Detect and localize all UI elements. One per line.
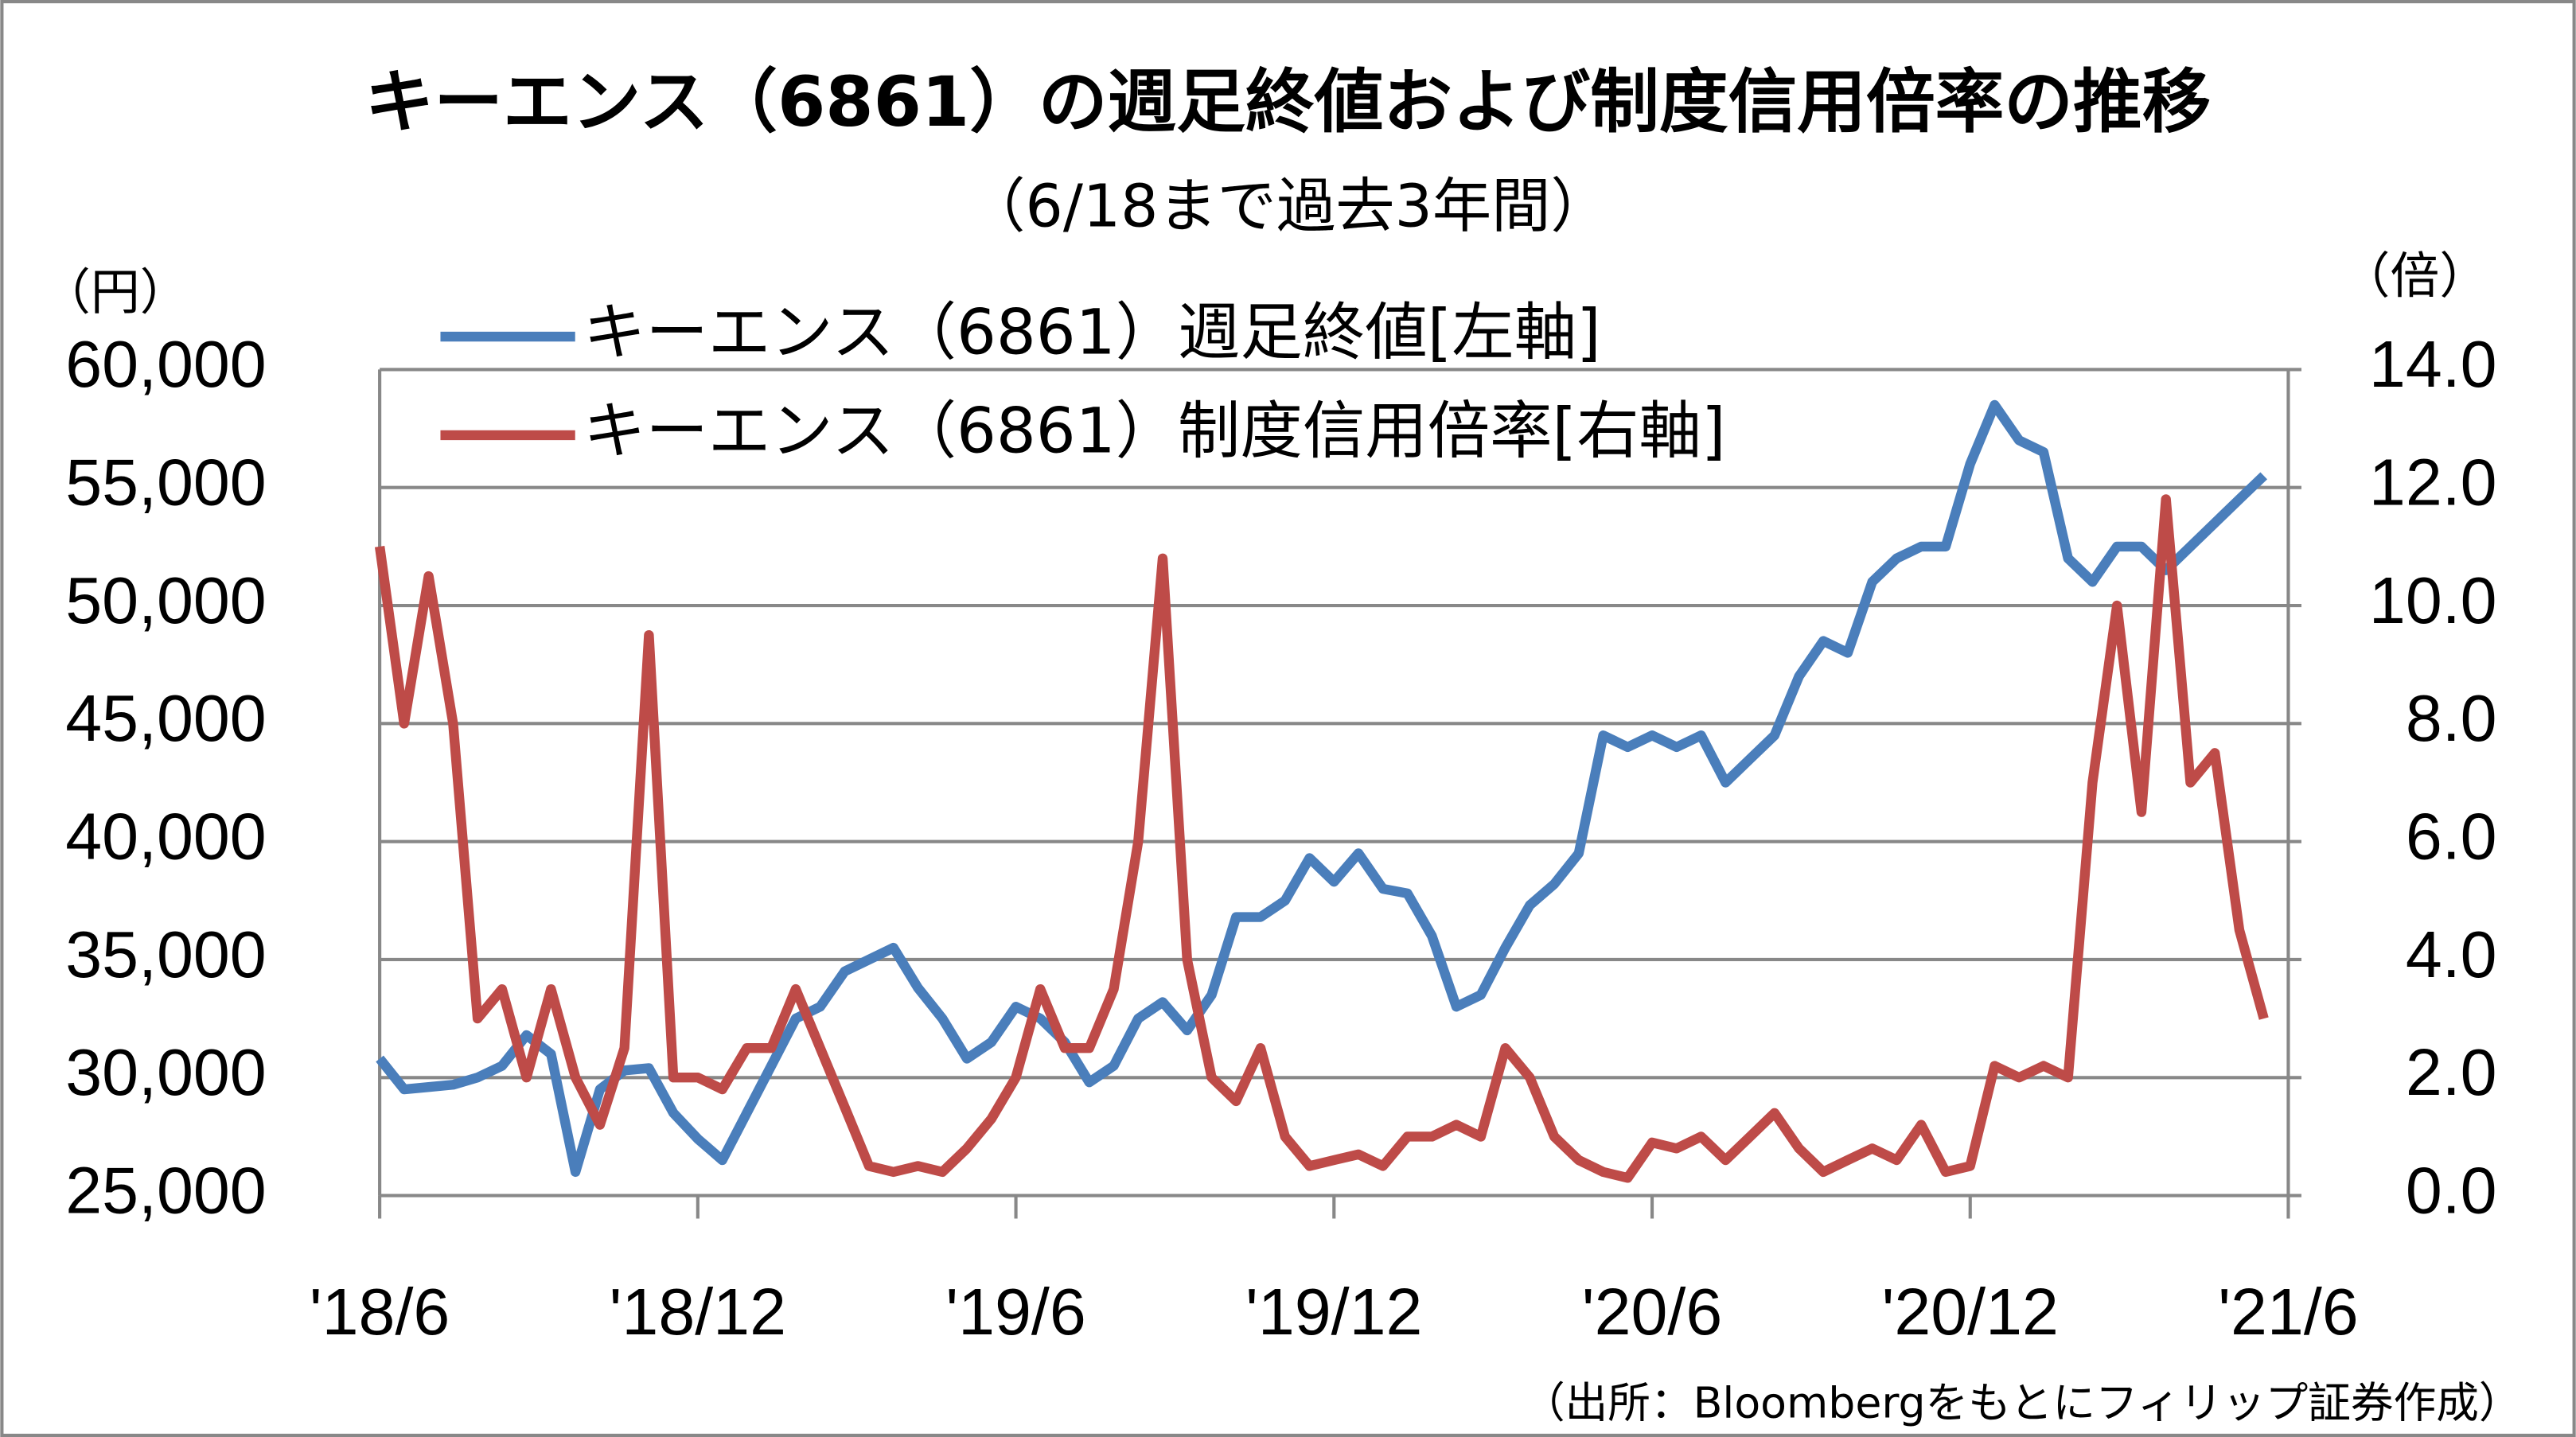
y-tick-label: 45,000 — [65, 682, 266, 755]
x-tick-label: '20/6 — [1582, 1275, 1722, 1349]
series-line — [376, 399, 2268, 1178]
y2-tick-label: 6.0 — [2406, 800, 2497, 873]
y-tick-label: 60,000 — [65, 328, 266, 401]
y2-tick-label: 8.0 — [2406, 682, 2497, 755]
x-tick-label: '19/6 — [945, 1275, 1085, 1349]
chart-subtitle: （6/18まで過去3年間） — [966, 172, 1610, 241]
y-axis-label: （円） — [41, 264, 189, 321]
source-note: （出所：Bloombergをもとにフィリップ証券作成） — [1522, 1377, 2522, 1427]
y2-tick-label: 14.0 — [2369, 328, 2497, 401]
y-tick-label: 40,000 — [65, 800, 266, 873]
y-tick-label: 25,000 — [65, 1154, 266, 1227]
y2-tick-label: 2.0 — [2406, 1036, 2497, 1109]
y-tick-label: 35,000 — [65, 918, 266, 991]
y-tick-label: 55,000 — [65, 446, 266, 520]
chart-title: キーエンス（6861）の週足終値および制度信用倍率の推移 — [365, 63, 2212, 142]
legend-label: キーエンス（6861）制度信用倍率[右軸] — [583, 395, 1726, 467]
x-tick-label: '20/12 — [1882, 1275, 2059, 1349]
y2-tick-label: 0.0 — [2406, 1154, 2497, 1227]
x-tick-label: '19/12 — [1245, 1275, 1422, 1349]
y2-tick-label: 12.0 — [2369, 446, 2497, 520]
x-tick-label: '18/6 — [310, 1275, 450, 1349]
y-tick-label: 50,000 — [65, 564, 266, 637]
legend-label: キーエンス（6861）週足終値[左軸] — [583, 297, 1601, 369]
y2-axis-label: （倍） — [2341, 247, 2489, 305]
series-line — [374, 494, 2269, 1183]
y-tick-label: 30,000 — [65, 1036, 266, 1109]
x-tick-label: '21/6 — [2218, 1275, 2358, 1349]
y2-tick-label: 10.0 — [2369, 564, 2497, 637]
x-tick-label: '18/12 — [610, 1275, 786, 1349]
y2-tick-label: 4.0 — [2406, 918, 2497, 991]
